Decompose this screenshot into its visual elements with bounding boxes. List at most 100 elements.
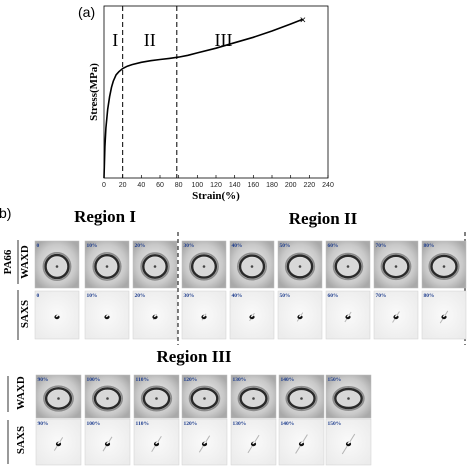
waxd-pattern: 100% (84, 374, 131, 419)
waxd-pattern: 80% (421, 240, 467, 289)
waxd-pattern: 40% (229, 240, 275, 289)
x-tick-label: 160 (247, 182, 259, 189)
strain-label: 60% (328, 293, 339, 299)
saxs-pattern: 150% (325, 418, 372, 466)
x-tick-label: 80 (175, 182, 183, 189)
saxs-row-label-1: SAXS (19, 300, 31, 328)
saxs-pattern: 140% (278, 418, 325, 466)
saxs-pattern: 90% (35, 418, 82, 466)
region-labels: I II III (112, 30, 232, 50)
region-label: I (112, 30, 118, 50)
strain-label: 50% (280, 293, 291, 299)
x-tick-label: 200 (285, 182, 297, 189)
saxs-pattern: 20% (132, 290, 178, 340)
strain-label: 50% (280, 243, 291, 249)
region-ii-title: Region II (289, 209, 358, 228)
patterns-group-1: 0 0 10% 10% 20% 20% 30% 30% 40% 40% 50% 50% 60% 60% 70… (34, 240, 467, 340)
strain-label: 130% (233, 421, 247, 427)
region-label: II (144, 30, 156, 50)
saxs-pattern: 30% (181, 290, 227, 340)
saxs-pattern: 110% (133, 418, 180, 466)
waxd-pattern: 130% (230, 374, 277, 419)
waxd-pattern: 0 (34, 240, 80, 289)
strain-label: 100% (87, 377, 101, 383)
strain-label: 0 (37, 293, 40, 299)
waxd-pattern: 20% (132, 240, 178, 289)
x-tick-label: 20 (119, 182, 127, 189)
strain-label: 10% (87, 293, 98, 299)
x-tick-label: 40 (137, 182, 145, 189)
saxs-pattern: 40% (229, 290, 275, 340)
strain-label: 70% (376, 243, 387, 249)
x-tick-label: 140 (229, 182, 241, 189)
strain-label: 150% (328, 377, 342, 383)
stress-strain-curve (103, 18, 304, 179)
waxd-pattern: 70% (373, 240, 419, 289)
strain-label: 40% (232, 293, 243, 299)
strain-label: 120% (184, 377, 198, 383)
region-iii-title: Region III (156, 347, 231, 366)
strain-label: 0 (37, 243, 40, 249)
saxs-pattern: 10% (84, 290, 130, 340)
region-boundaries (122, 6, 178, 178)
strain-label: 80% (424, 293, 435, 299)
region-i-title: Region I (74, 207, 136, 226)
scattering-panel: b) Region I Region II Region III PA66 WA… (0, 205, 467, 466)
x-tick-label: 180 (266, 182, 278, 189)
strain-label: 140% (281, 377, 295, 383)
panel-b-label: b) (0, 205, 11, 221)
region-label: III (214, 30, 232, 50)
strain-label: 70% (376, 293, 387, 299)
saxs-pattern: 70% (373, 290, 419, 340)
strain-label: 10% (87, 243, 98, 249)
saxs-pattern: 0 (34, 290, 80, 340)
waxd-pattern: 150% (325, 374, 372, 419)
saxs-pattern: 130% (230, 418, 277, 466)
material-label: PA66 (2, 249, 14, 274)
saxs-pattern: 120% (181, 418, 228, 466)
saxs-row-label-2: SAXS (15, 426, 27, 454)
strain-label: 90% (38, 421, 49, 427)
fracture-marker: × (300, 14, 306, 26)
x-tick-label: 220 (303, 182, 315, 189)
x-tick-label: 100 (191, 182, 203, 189)
x-tick-label: 120 (210, 182, 222, 189)
x-axis-ticks: 0 20 40 60 80 100 120 140 160 180 200 220 240 (102, 175, 334, 189)
waxd-pattern: 50% (277, 240, 323, 289)
waxd-row-label-1: WAXD (19, 245, 31, 279)
strain-label: 130% (233, 377, 247, 383)
strain-label: 110% (136, 421, 149, 427)
x-tick-label: 60 (156, 182, 164, 189)
strain-label: 40% (232, 243, 243, 249)
saxs-pattern: 80% (421, 290, 467, 340)
strain-label: 140% (281, 421, 295, 427)
waxd-pattern: 90% (35, 374, 82, 419)
x-axis-title: Strain(%) (192, 190, 240, 202)
strain-label: 20% (135, 293, 146, 299)
strain-label: 110% (136, 377, 149, 383)
strain-label: 90% (38, 377, 49, 383)
waxd-pattern: 60% (325, 240, 371, 289)
strain-label: 30% (184, 293, 195, 299)
x-tick-label: 240 (322, 182, 334, 189)
waxd-pattern: 30% (181, 240, 227, 289)
strain-label: 80% (424, 243, 435, 249)
strain-label: 100% (87, 421, 101, 427)
waxd-pattern: 140% (278, 374, 325, 419)
waxd-pattern: 120% (181, 374, 228, 419)
waxd-pattern: 10% (84, 240, 130, 289)
strain-label: 120% (184, 421, 198, 427)
saxs-pattern: 100% (84, 418, 131, 466)
patterns-group-2: 90% 90% 100% 100% 110% 110% 120% 120% 130% 130% 14… (35, 374, 372, 466)
strain-label: 150% (328, 421, 342, 427)
saxs-pattern: 50% (277, 290, 323, 340)
saxs-pattern: 60% (325, 290, 371, 340)
stress-strain-chart: (a) I II III × 0 20 40 60 80 100 120 140 160 180 200… (78, 4, 334, 202)
waxd-pattern: 110% (133, 374, 180, 419)
strain-label: 20% (135, 243, 146, 249)
x-tick-label: 0 (102, 182, 106, 189)
y-axis-title: Stress(MPa) (88, 63, 100, 121)
panel-a-label: (a) (78, 4, 95, 20)
strain-label: 60% (328, 243, 339, 249)
